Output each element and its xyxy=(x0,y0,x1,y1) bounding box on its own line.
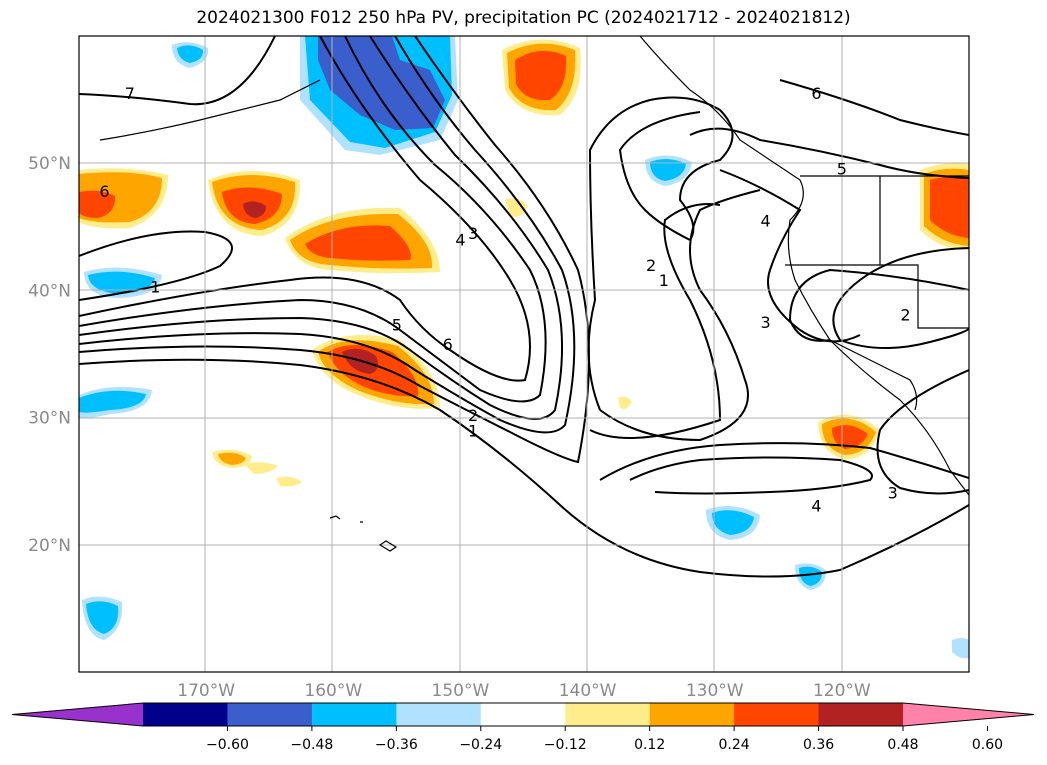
pos-blob-east-edge xyxy=(930,176,969,238)
pos-blob-west xyxy=(79,190,116,218)
contour-label: 1 xyxy=(659,271,669,290)
colorbar-tick-label: −0.36 xyxy=(375,737,418,753)
contour-label: 4 xyxy=(811,496,821,515)
colorbar-extend-low xyxy=(12,703,143,726)
contour-label: 1 xyxy=(150,278,160,297)
colorbar-tick-label: 0.36 xyxy=(803,737,834,753)
contour-label: 1 xyxy=(468,421,478,440)
neg-blob-small xyxy=(79,390,146,413)
colorbar-segment xyxy=(649,703,735,726)
neg-blob-small xyxy=(177,45,204,63)
contour-label: 2 xyxy=(646,256,656,275)
latitude-label: 20°N xyxy=(28,536,71,556)
pv-contour-line xyxy=(599,442,969,481)
pv-contour-line xyxy=(587,96,734,411)
pv-contour-line xyxy=(832,247,969,349)
pv-contour-line xyxy=(629,456,873,495)
colorbar-tick-label: −0.24 xyxy=(459,737,502,753)
colorbar-segment xyxy=(565,703,651,726)
longitude-label: 120°W xyxy=(813,681,871,701)
pos-blob-small xyxy=(618,396,632,410)
colorbar-tick-label: −0.12 xyxy=(544,737,587,753)
pos-blob-small xyxy=(276,476,302,487)
contour-label: 7 xyxy=(125,84,135,103)
longitude-label: 160°W xyxy=(304,681,362,701)
contour-label: 3 xyxy=(760,313,770,332)
neg-blob-small xyxy=(712,510,754,535)
longitude-label: 150°W xyxy=(432,681,490,701)
colorbar-tick-label: −0.60 xyxy=(206,737,249,753)
colorbar-segment xyxy=(143,703,228,726)
colorbar-segment xyxy=(227,703,313,726)
pos-blob-small xyxy=(244,462,278,474)
longitude-label: 170°W xyxy=(177,681,235,701)
latitude-label: 30°N xyxy=(28,409,71,429)
contour-label: 4 xyxy=(455,231,465,250)
pv-contour-line xyxy=(599,189,761,442)
colorbar-tick-label: 0.48 xyxy=(887,737,918,753)
contour-label: 6 xyxy=(443,335,453,354)
longitude-label: 130°W xyxy=(686,681,744,701)
pv-contour-line xyxy=(79,36,547,403)
neg-blob-small xyxy=(799,566,822,586)
map-area xyxy=(79,36,969,672)
pv-contour-line xyxy=(79,358,969,578)
colorbar-segment xyxy=(311,703,397,726)
colorbar-tick-label: 0.24 xyxy=(719,737,750,753)
latitude-labels: 50°N 40°N 30°N 20°N xyxy=(28,154,71,556)
coastlines xyxy=(99,36,969,552)
latitude-label: 40°N xyxy=(28,281,71,301)
pv-contour-line xyxy=(779,79,969,136)
longitude-label: 140°W xyxy=(559,681,617,701)
contour-label: 5 xyxy=(837,159,847,178)
longitude-labels: 170°W 160°W 150°W 140°W 130°W 120°W xyxy=(177,681,871,701)
colorbar-outline xyxy=(11,702,1035,727)
neg-blob-small xyxy=(650,158,686,181)
colorbar-extend-high xyxy=(903,703,1034,726)
pv-contour-line xyxy=(589,203,722,439)
neg-blob-small xyxy=(88,271,155,294)
pv-contour-line xyxy=(876,369,969,495)
neg-blob-gulf-alaska xyxy=(318,36,445,130)
pv-contour-line xyxy=(788,268,969,342)
pv-contour-line xyxy=(79,36,590,464)
pos-blob-mid xyxy=(305,225,411,261)
pv-contour-line xyxy=(79,36,531,382)
pv-contour-line xyxy=(719,169,861,343)
latitude-label: 50°N xyxy=(28,154,71,174)
map-frame xyxy=(78,35,970,673)
colorbar-tick-label: −0.48 xyxy=(290,737,333,753)
colorbar-tick-label: 0.12 xyxy=(634,737,665,753)
pv-contour-line xyxy=(79,36,576,434)
contour-label: 3 xyxy=(468,224,478,243)
gridlines xyxy=(79,36,969,672)
pos-blob-small xyxy=(505,198,528,217)
colorbar-segment xyxy=(480,703,566,726)
figure-title: 2024021300 F012 250 hPa PV, precipitatio… xyxy=(196,8,851,28)
contour-label: 2 xyxy=(900,306,910,325)
neg-blob-small xyxy=(952,638,969,659)
colorbar-tick-label: 0.60 xyxy=(972,737,1003,753)
colorbar-segment xyxy=(396,703,482,726)
pv-contour-line xyxy=(689,127,969,179)
pos-blob-east xyxy=(832,425,868,449)
contour-label: 4 xyxy=(760,211,770,230)
pv-contour-line xyxy=(79,230,233,301)
colorbar-segment xyxy=(734,703,820,726)
colorbar-segment xyxy=(818,703,904,726)
pv-contour-line xyxy=(79,36,276,106)
contour-label: 3 xyxy=(888,484,898,503)
pv-contours xyxy=(79,36,969,578)
colorbar: −0.60 −0.48 −0.36 −0.24 −0.12 0.12 0.24 0.36 0.4… xyxy=(11,702,1035,753)
contour-label: 5 xyxy=(392,316,402,335)
pos-blob-central xyxy=(243,201,266,218)
neg-blob-small xyxy=(86,601,119,634)
pos-blob-small xyxy=(218,452,246,465)
contour-label: 2 xyxy=(468,406,478,425)
pos-blob-northeast xyxy=(515,50,567,101)
contour-label: 6 xyxy=(811,84,821,103)
contour-label: 6 xyxy=(99,182,109,201)
